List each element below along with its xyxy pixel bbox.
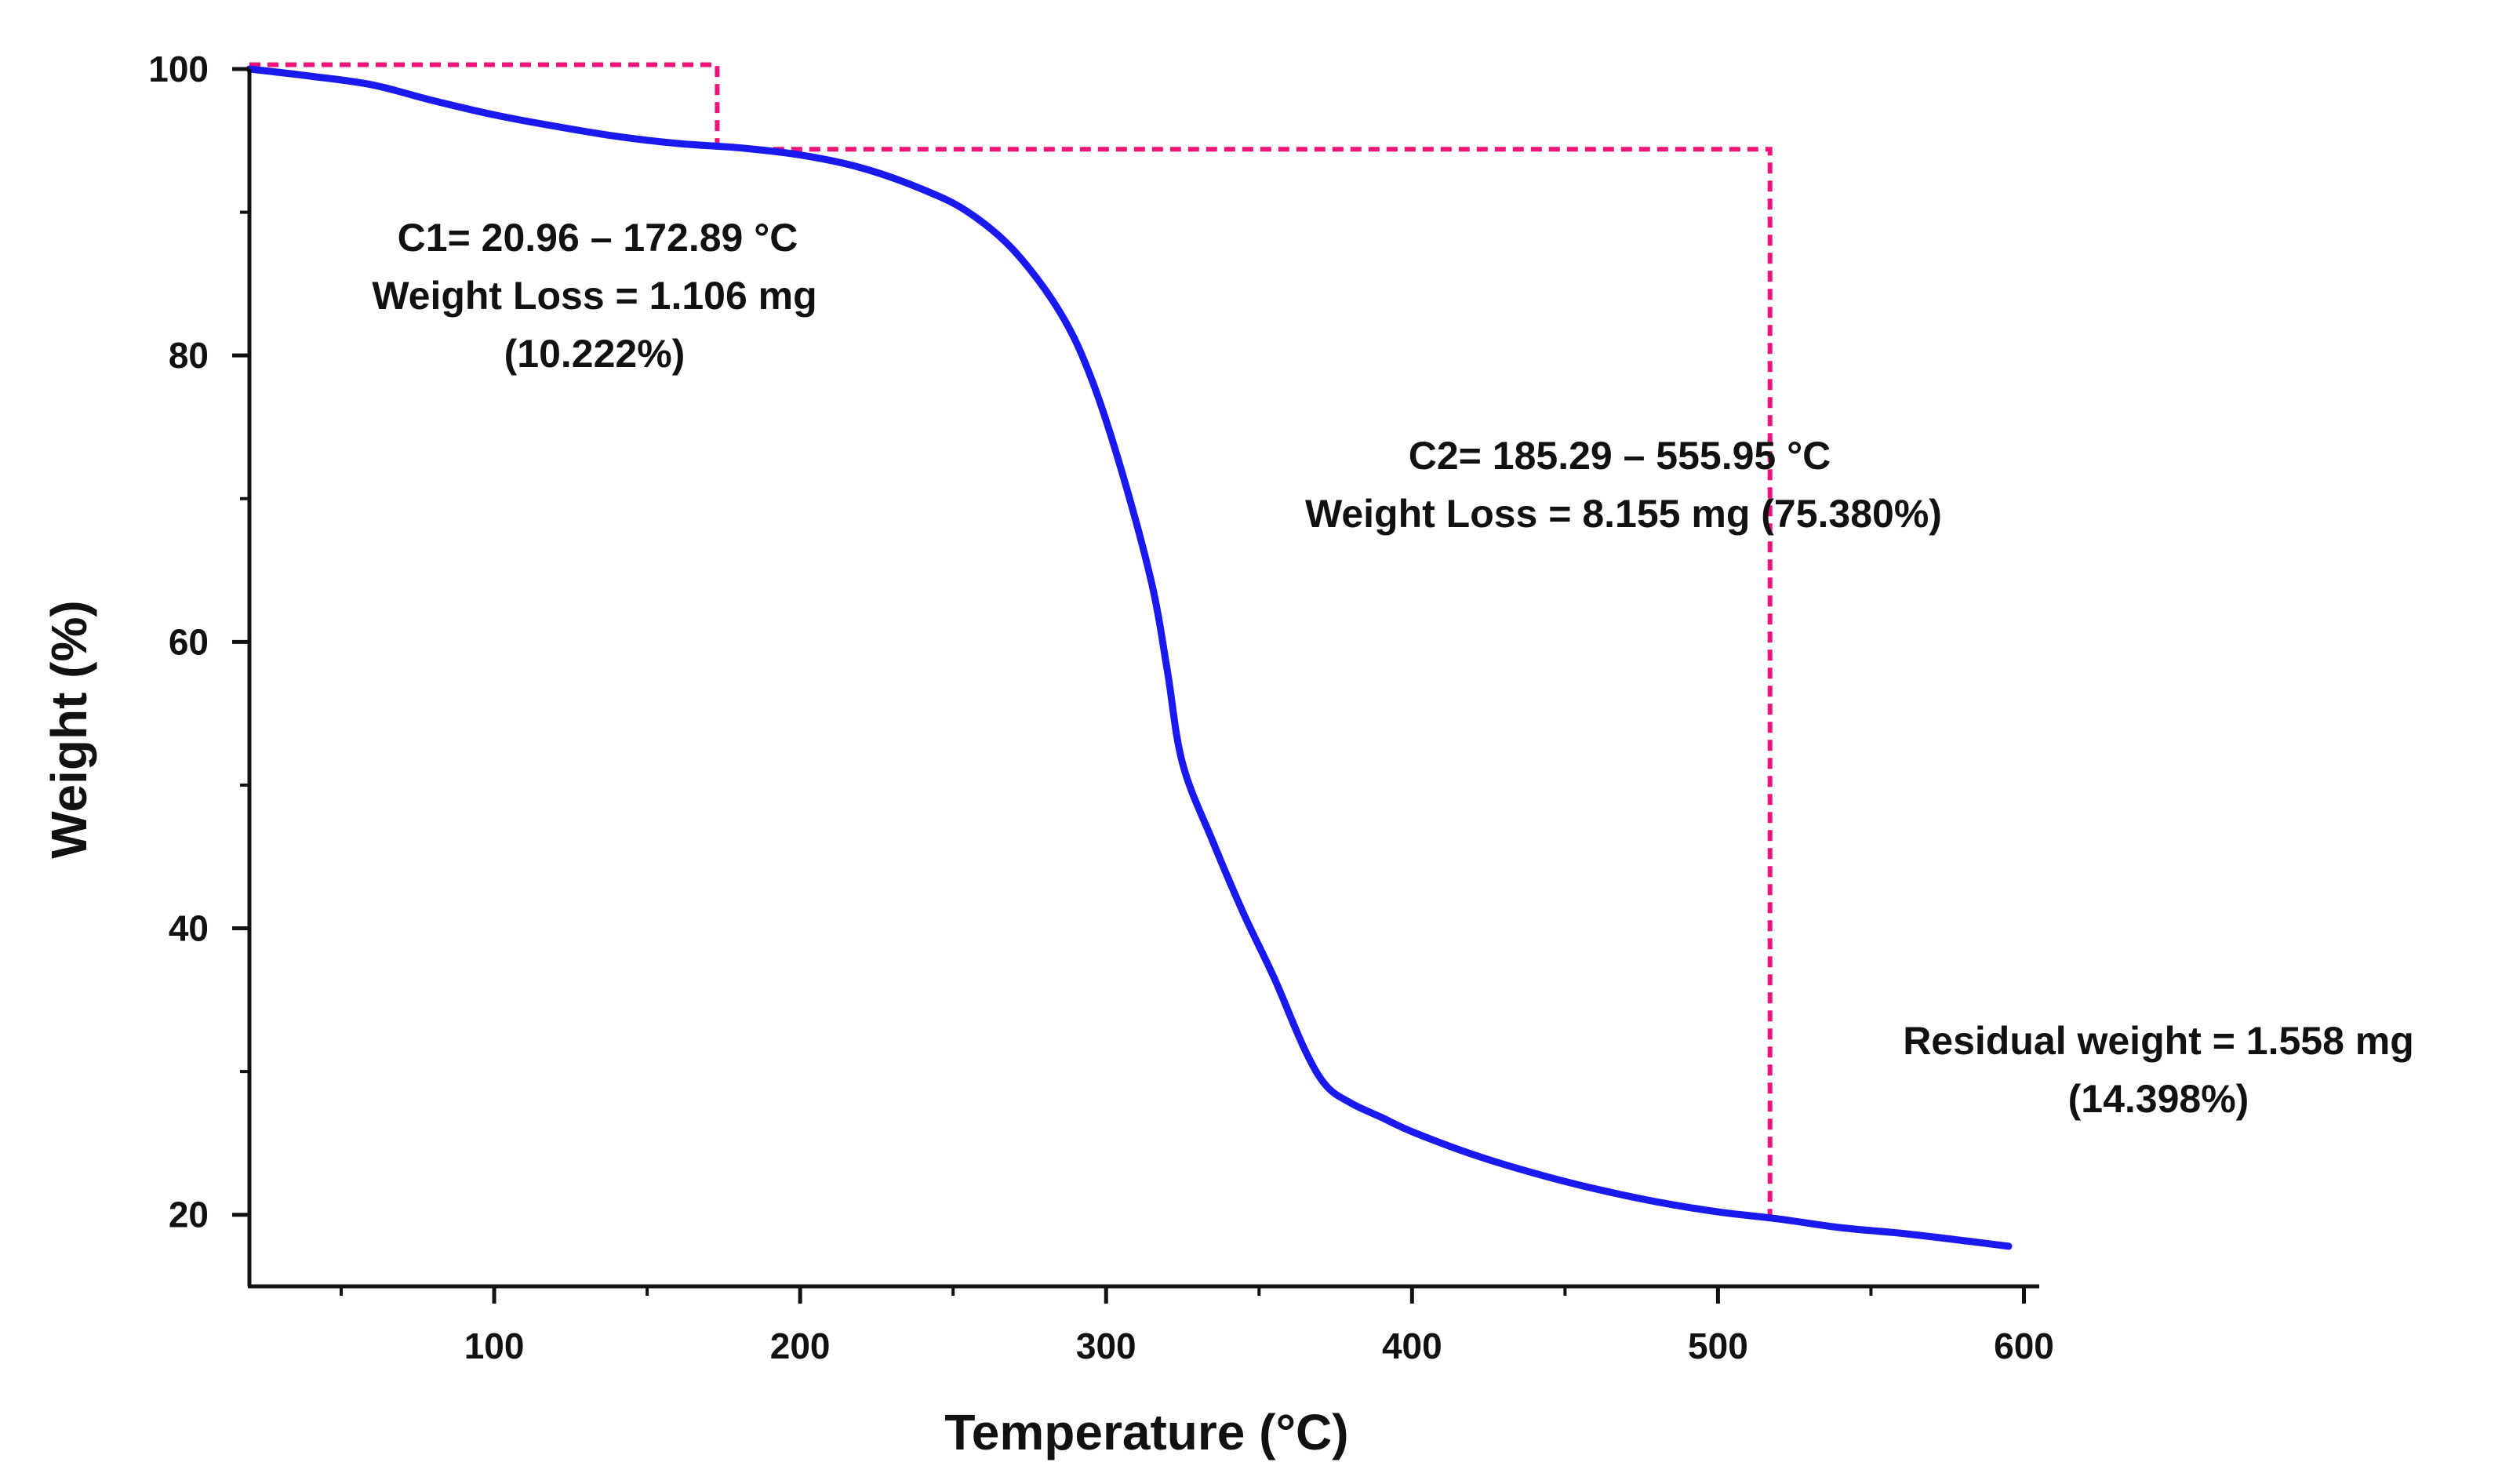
annotation-c1-percent: (10.222%) [504,332,686,376]
c2-guide [755,147,1773,1218]
x-tick-label: 200 [770,1326,831,1366]
y-tick-label: 20 [169,1195,209,1235]
y-tick-label: 60 [169,621,209,662]
y-axis-title: Weight (%) [41,600,97,858]
annotation-residual-percent: (14.398%) [2068,1077,2249,1121]
x-tick-label: 400 [1382,1326,1442,1366]
axes [247,69,2039,1289]
series-layer [245,65,2013,1250]
weight-curve [245,65,2013,1250]
x-tick-label: 600 [1994,1326,2054,1366]
annotation-c1-weight-loss: Weight Loss = 1.106 mg [372,274,816,318]
guide-lines [249,62,1773,1218]
tick-marks: 100 200 300 400 500 600 20 40 60 80 100 [148,49,2054,1366]
annotation-c2-weight-loss: Weight Loss = 8.155 mg (75.380%) [1305,492,1942,536]
x-tick-label: 100 [464,1326,525,1366]
y-tick-label: 100 [148,49,209,89]
x-tick-label: 500 [1688,1326,1748,1366]
annotation-c2-range: C2= 185.29 – 555.95 °C [1409,434,1831,478]
y-tick-label: 40 [169,908,209,949]
x-axis-title: Temperature (°C) [944,1404,1348,1460]
x-tick-label: 300 [1076,1326,1136,1366]
annotation-residual-weight: Residual weight = 1.558 mg [1903,1019,2414,1063]
annotation-c1-range: C1= 20.96 – 172.89 °C [398,216,798,260]
y-tick-label: 80 [169,335,209,376]
